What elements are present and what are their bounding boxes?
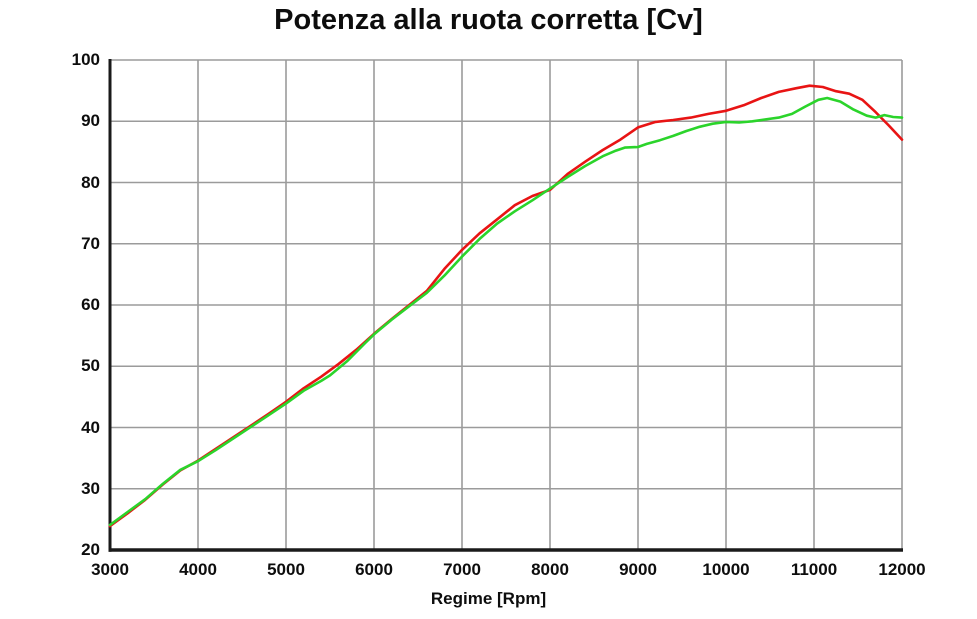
power-run-green-line [108, 96, 904, 527]
x-tick-label: 3000 [91, 560, 129, 579]
y-tick-label: 100 [71, 50, 100, 69]
x-tick-label: 7000 [443, 560, 481, 579]
x-tick-label: 5000 [267, 560, 305, 579]
power-run-red-line [108, 84, 904, 528]
x-tick-label: 10000 [702, 560, 750, 579]
y-tick-label: 30 [81, 478, 100, 498]
chart-title: Potenza alla ruota corretta [Cv] [274, 4, 703, 36]
y-tick-label: 60 [81, 295, 100, 314]
y-tick-label: 80 [81, 172, 100, 192]
y-tick-label: 40 [81, 417, 100, 437]
x-tick-label: 12000 [878, 560, 926, 579]
x-axis-title: Regime [Rpm] [430, 589, 547, 608]
y-tick-label: 90 [81, 111, 100, 131]
y-tick-label: 20 [81, 540, 100, 559]
y-tick-label: 70 [81, 233, 100, 253]
y-tick-label: 50 [81, 356, 100, 376]
x-tick-label: 8000 [531, 560, 569, 579]
x-tick-label: 9000 [619, 560, 657, 579]
x-tick-label: 6000 [355, 560, 393, 579]
x-tick-label: 11000 [790, 560, 838, 579]
x-tick-label: 4000 [179, 560, 217, 579]
